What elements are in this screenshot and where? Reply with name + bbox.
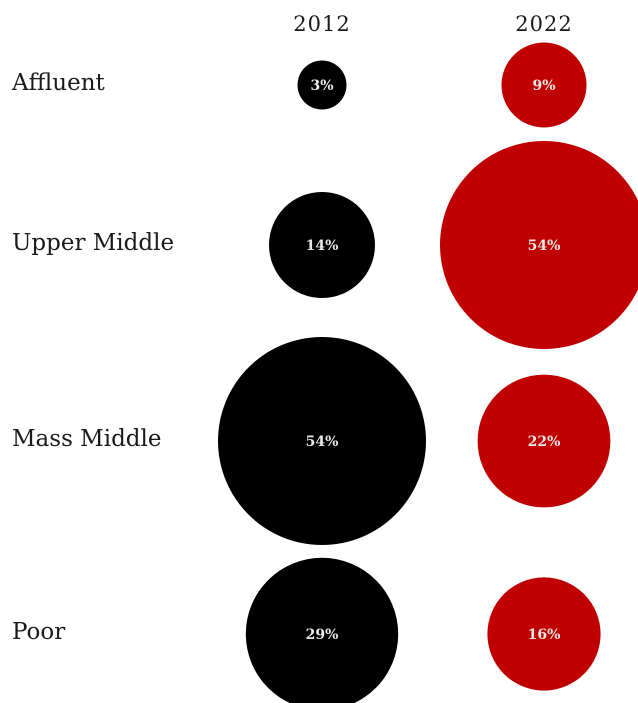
row-label-poor: Poor bbox=[12, 619, 65, 645]
bubble-circle-2022-poor bbox=[487, 577, 601, 691]
bubble-value-label: 22% bbox=[528, 434, 561, 450]
bubble-2012-upper-middle: 14% bbox=[269, 192, 375, 298]
bubble-value-label: 54% bbox=[528, 238, 561, 254]
bubble-2022-upper-middle: 54% bbox=[440, 141, 638, 349]
bubble-2012-poor: 29% bbox=[245, 557, 399, 703]
bubble-circle-2012-upper-middle bbox=[269, 192, 375, 298]
bubble-circle-2012-mass-middle bbox=[218, 337, 426, 545]
bubble-2022-mass-middle: 22% bbox=[477, 374, 611, 508]
column-header-2022: 2022 bbox=[515, 12, 572, 36]
bubble-value-label: 16% bbox=[528, 627, 561, 643]
bubble-2022-affluent: 9% bbox=[501, 42, 587, 128]
bubble-2012-mass-middle: 54% bbox=[218, 337, 426, 545]
bubble-2022-poor: 16% bbox=[487, 577, 601, 691]
bubble-circle-2012-affluent bbox=[297, 60, 347, 110]
bubble-2012-affluent: 3% bbox=[297, 60, 347, 110]
row-label-mass-middle: Mass Middle bbox=[12, 426, 162, 452]
row-label-upper-middle: Upper Middle bbox=[12, 230, 174, 256]
bubble-value-label: 14% bbox=[306, 238, 339, 254]
bubble-circle-2012-poor bbox=[245, 557, 399, 703]
bubble-value-label: 3% bbox=[310, 78, 333, 94]
row-labels: Affluent Upper Middle Mass Middle Poor bbox=[11, 70, 174, 645]
bubbles: 3% 14% 54% 29% 9% 54% 22% 16% bbox=[218, 42, 638, 703]
column-headers: 2012 2022 bbox=[293, 12, 572, 36]
bubble-circle-2022-affluent bbox=[501, 42, 587, 128]
row-label-affluent: Affluent bbox=[11, 70, 106, 96]
bubble-circle-2022-upper-middle bbox=[440, 141, 638, 349]
bubble-value-label: 54% bbox=[306, 434, 339, 450]
column-header-2012: 2012 bbox=[293, 12, 350, 36]
bubble-value-label: 9% bbox=[532, 78, 555, 94]
bubble-circle-2022-mass-middle bbox=[477, 374, 611, 508]
bubble-value-label: 29% bbox=[306, 627, 339, 643]
